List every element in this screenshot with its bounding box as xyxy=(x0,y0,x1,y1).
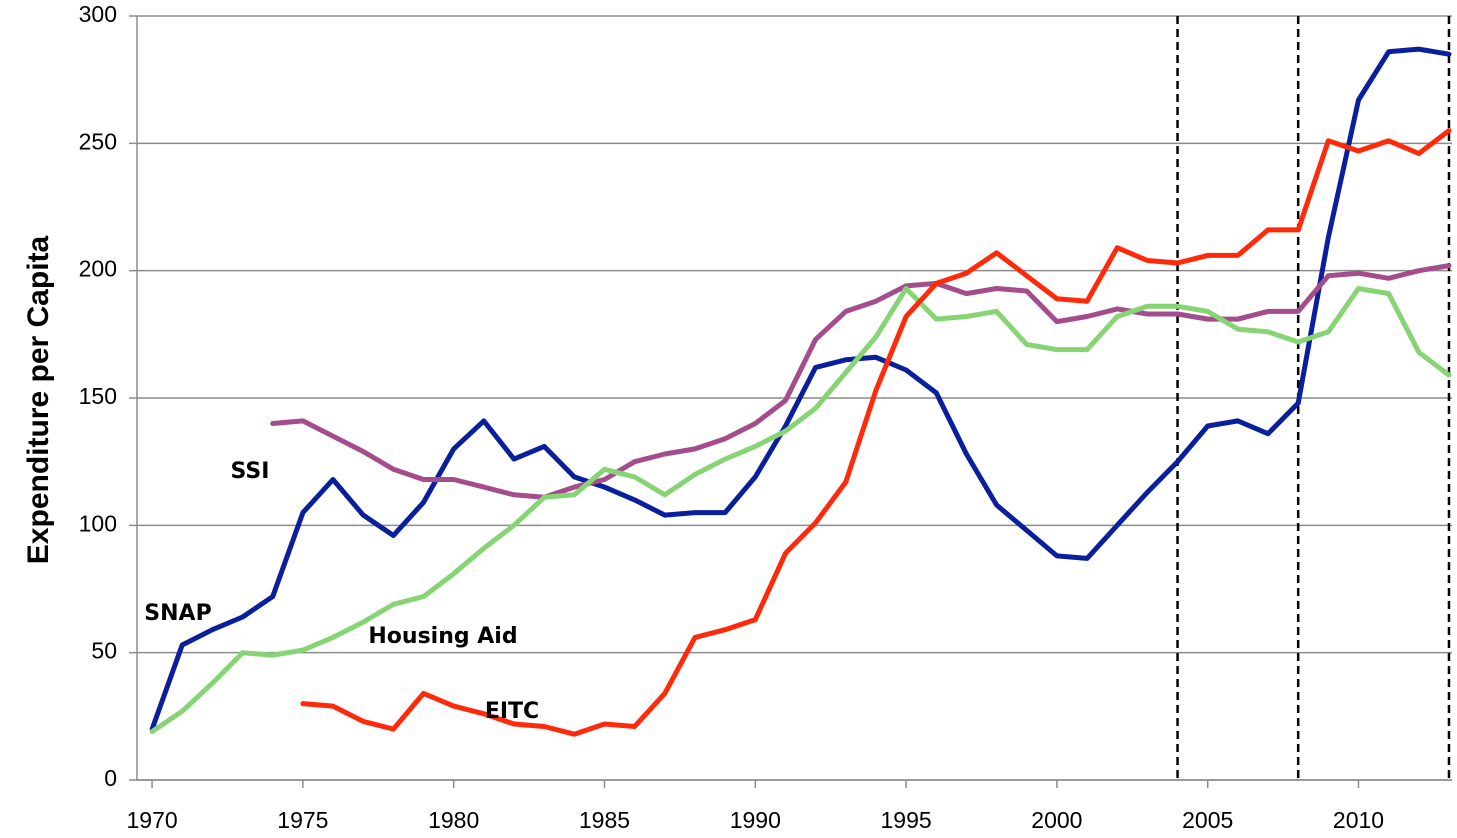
series-line xyxy=(270,263,1452,500)
y-tick-label: 300 xyxy=(79,1,117,27)
x-tick-label: 1970 xyxy=(126,807,177,833)
series-label: Housing Aid xyxy=(368,624,517,649)
y-axis-label: Expenditure per Capita xyxy=(22,235,55,564)
x-tick-label: 2010 xyxy=(1333,807,1384,833)
x-tick-label: 2000 xyxy=(1031,807,1082,833)
y-tick-label: 0 xyxy=(104,765,117,791)
y-tick-label: 200 xyxy=(79,256,117,282)
x-tick-label: 1985 xyxy=(579,807,630,833)
series-line xyxy=(300,128,1452,737)
series-label: SNAP xyxy=(144,601,211,626)
x-tick-label: 1975 xyxy=(277,807,328,833)
x-tick-label: 1990 xyxy=(730,807,781,833)
series-line xyxy=(149,46,1452,732)
series-line xyxy=(149,286,1452,735)
y-tick-label: 50 xyxy=(91,638,117,664)
series-label: EITC xyxy=(485,699,539,724)
y-tick-label: 150 xyxy=(79,383,117,409)
x-tick-label: 1995 xyxy=(881,807,932,833)
x-tick-label: 1980 xyxy=(428,807,479,833)
series-label: SSI xyxy=(231,459,270,484)
y-tick-label: 250 xyxy=(79,128,117,154)
x-tick-label: 2005 xyxy=(1182,807,1233,833)
y-tick-label: 100 xyxy=(79,510,117,536)
